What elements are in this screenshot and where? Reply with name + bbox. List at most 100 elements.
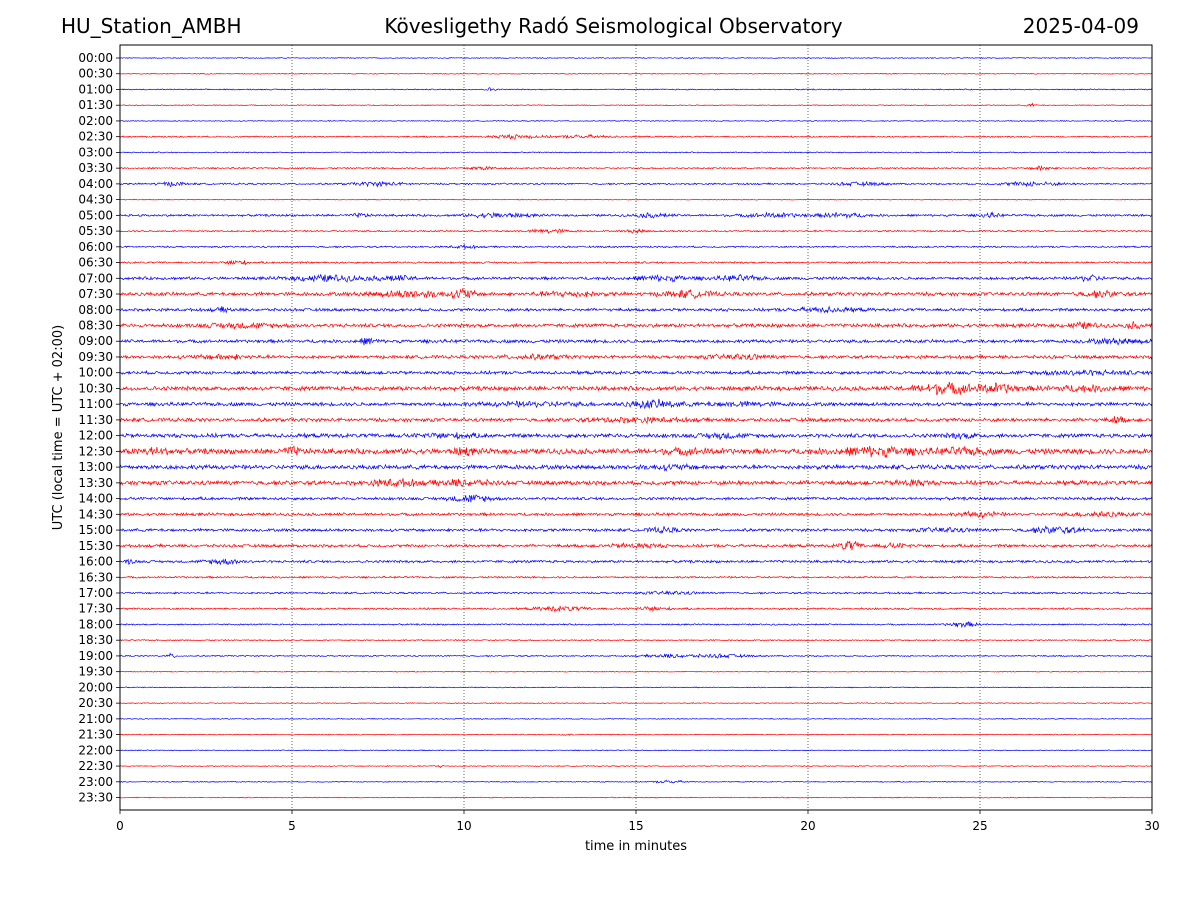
trace-1100: [119, 398, 1153, 410]
y-tick-label: 17:00: [78, 586, 113, 600]
y-tick-label: 11:00: [78, 397, 113, 411]
y-tick-label: 23:00: [78, 775, 113, 789]
trace-0730: [119, 287, 1153, 300]
y-tick-label: 08:00: [78, 303, 113, 317]
y-tick-label: 20:30: [78, 696, 113, 710]
x-tick-label: 15: [628, 819, 643, 833]
trace-1000: [119, 369, 1153, 377]
y-tick-label: 04:30: [78, 193, 113, 207]
x-axis-label: time in minutes: [585, 839, 687, 854]
y-tick-label: 02:00: [78, 114, 113, 128]
y-tick-label: 18:30: [78, 633, 113, 647]
trace-0500: [119, 211, 1153, 219]
trace-2130: [119, 733, 1153, 736]
trace-0200: [119, 119, 1153, 122]
trace-1730: [119, 605, 1153, 613]
trace-2030: [119, 702, 1153, 705]
station-name: HU_Station_AMBH: [61, 14, 242, 38]
trace-0900: [119, 337, 1153, 346]
y-tick-label: 19:30: [78, 665, 113, 679]
y-tick-label: 06:00: [78, 240, 113, 254]
y-tick-label: 13:30: [78, 476, 113, 490]
trace-2100: [119, 717, 1153, 720]
trace-2330: [119, 796, 1153, 799]
trace-1530: [119, 540, 1153, 551]
trace-0830: [119, 320, 1153, 330]
y-tick-label: 13:00: [78, 460, 113, 474]
trace-0300: [119, 151, 1153, 154]
y-tick-label: 14:30: [78, 507, 113, 521]
y-tick-label: 15:00: [78, 523, 113, 537]
y-tick-label: 11:30: [78, 413, 113, 427]
y-tick-label: 21:00: [78, 712, 113, 726]
trace-1500: [119, 525, 1153, 535]
trace-0330: [119, 165, 1153, 172]
trace-1330: [119, 478, 1153, 488]
y-tick-label: 22:00: [78, 743, 113, 757]
y-axis-label: UTC (local time = UTC + 02:00): [51, 325, 66, 530]
y-tick-label: 10:30: [78, 381, 113, 395]
y-tick-label: 00:30: [78, 67, 113, 81]
y-tick-label: 21:30: [78, 728, 113, 742]
y-tick-label: 06:30: [78, 256, 113, 270]
trace-2300: [119, 779, 1153, 784]
y-tick-label: 20:00: [78, 680, 113, 694]
trace-1900: [119, 652, 1153, 660]
y-tick-label: 16:00: [78, 555, 113, 569]
y-tick-label: 23:30: [78, 791, 113, 805]
trace-1300: [119, 462, 1153, 472]
trace-0700: [119, 273, 1153, 283]
trace-1830: [119, 638, 1153, 642]
x-tick-label: 25: [972, 819, 987, 833]
y-tick-label: 02:30: [78, 130, 113, 144]
trace-1700: [119, 590, 1153, 596]
y-tick-label: 15:30: [78, 539, 113, 553]
trace-1230: [119, 445, 1153, 459]
y-tick-label: 01:30: [78, 98, 113, 112]
trace-0800: [119, 305, 1153, 314]
trace-2000: [119, 686, 1153, 689]
trace-1800: [119, 621, 1153, 629]
y-tick-label: 14:00: [78, 492, 113, 506]
y-tick-label: 04:00: [78, 177, 113, 191]
trace-0230: [119, 133, 1153, 140]
trace-0100: [119, 87, 1153, 92]
trace-1600: [119, 558, 1153, 566]
y-tick-label: 05:00: [78, 208, 113, 222]
y-tick-label: 12:30: [78, 444, 113, 458]
y-tick-label: 10:00: [78, 366, 113, 380]
trace-0400: [119, 180, 1153, 188]
y-tick-label: 09:30: [78, 350, 113, 364]
trace-1400: [119, 494, 1153, 503]
trace-0000: [119, 57, 1153, 59]
x-tick-label: 30: [1144, 819, 1159, 833]
y-tick-label: 00:00: [78, 51, 113, 65]
trace-0630: [119, 259, 1153, 266]
trace-2230: [119, 764, 1153, 769]
trace-2200: [119, 749, 1153, 752]
trace-1200: [119, 431, 1153, 441]
y-tick-label: 03:00: [78, 145, 113, 159]
trace-1930: [119, 670, 1153, 673]
y-tick-label: 03:30: [78, 161, 113, 175]
y-tick-label: 01:00: [78, 82, 113, 96]
y-tick-label: 08:30: [78, 318, 113, 332]
y-tick-label: 16:30: [78, 570, 113, 584]
y-tick-label: 22:30: [78, 759, 113, 773]
y-tick-label: 05:30: [78, 224, 113, 238]
trace-0530: [119, 227, 1153, 235]
trace-0930: [119, 352, 1153, 361]
trace-1030: [119, 381, 1153, 396]
y-tick-label: 12:00: [78, 429, 113, 443]
trace-0130: [119, 102, 1153, 108]
x-tick-label: 0: [116, 819, 124, 833]
chart-title: Kövesligethy Radó Seismological Observat…: [384, 14, 843, 38]
trace-0030: [119, 72, 1153, 75]
trace-0600: [119, 243, 1153, 251]
y-tick-label: 18:00: [78, 617, 113, 631]
chart-date: 2025-04-09: [1022, 14, 1139, 38]
y-tick-label: 19:00: [78, 649, 113, 663]
trace-1130: [119, 416, 1153, 425]
y-tick-label: 07:00: [78, 271, 113, 285]
